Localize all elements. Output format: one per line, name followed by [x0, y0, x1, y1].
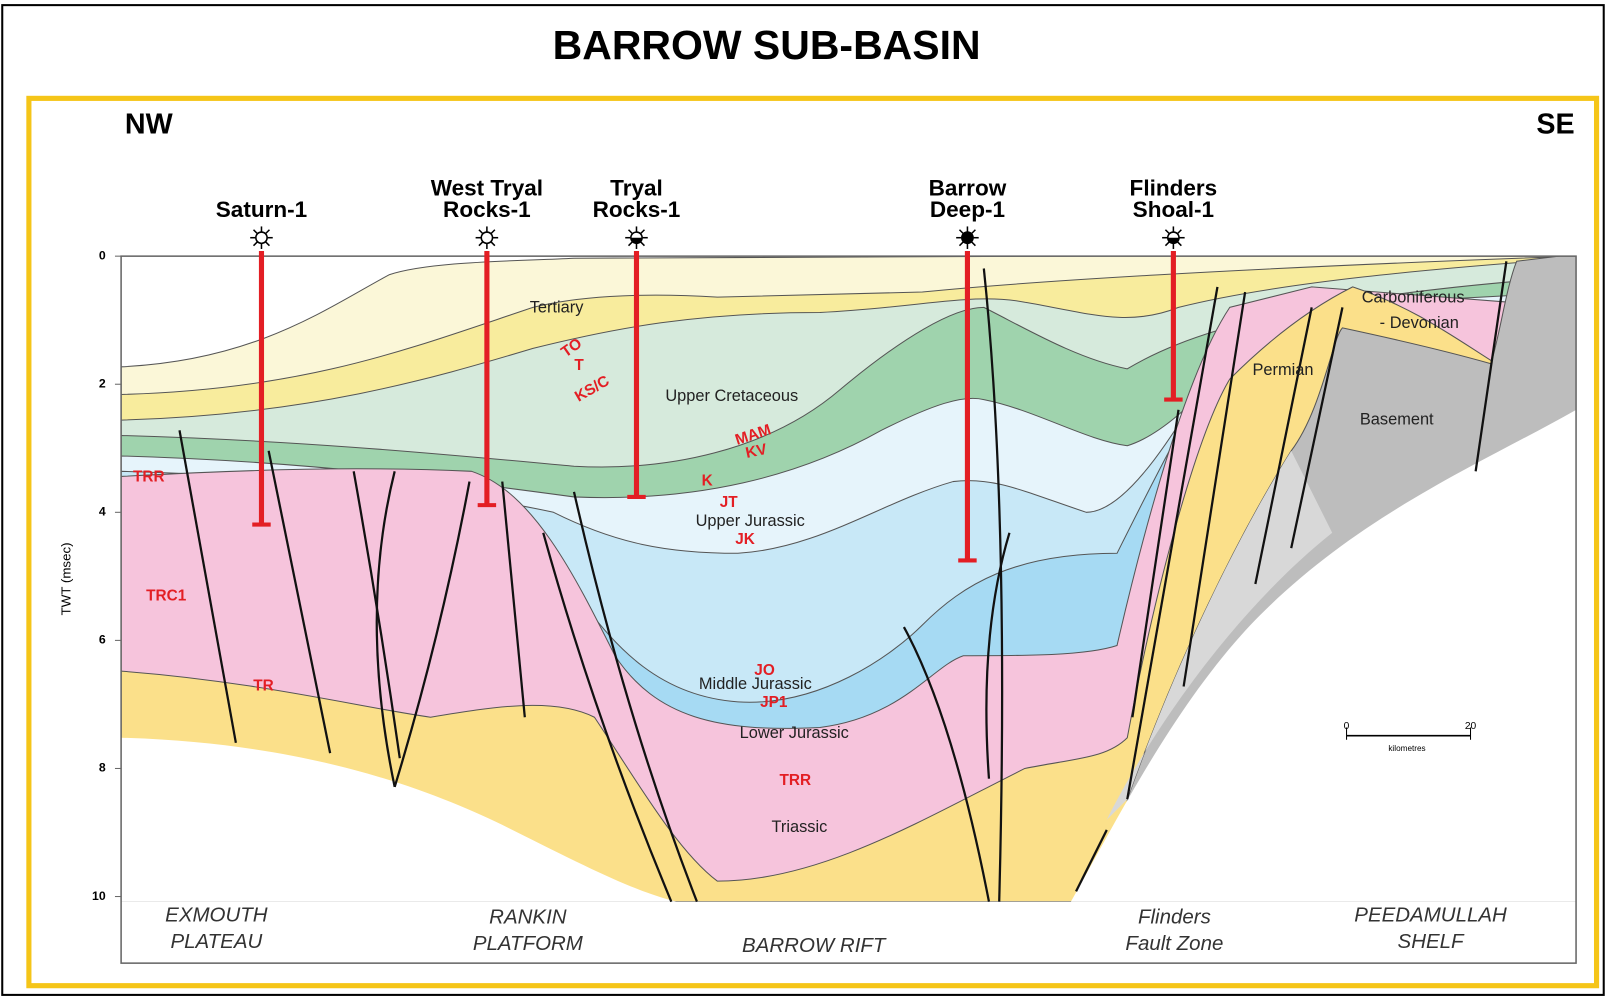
unit-label: Upper Cretaceous: [665, 387, 798, 405]
unit-label: Tertiary: [530, 299, 584, 317]
region-label: EXMOUTH: [165, 903, 268, 926]
horizon-label: TRC1: [146, 587, 187, 604]
tick-label: 8: [99, 761, 106, 775]
well-name: Shoal-1: [1133, 197, 1214, 222]
unit-label: Upper Jurassic: [696, 512, 805, 530]
tick-label: 0: [99, 248, 106, 262]
horizon-label: JP1: [760, 694, 788, 711]
unit-label: Basement: [1360, 410, 1434, 428]
tick-label: 10: [92, 889, 106, 903]
unit-label: - Devonian: [1380, 314, 1459, 332]
page: BARROW SUB-BASIN NW SE: [0, 0, 1607, 999]
scale-unit: kilometres: [1388, 744, 1425, 753]
unit-label: Carboniferous: [1362, 288, 1465, 306]
horizon-label: JK: [735, 531, 755, 548]
horizon-label: JT: [720, 494, 739, 511]
region-label: RANKIN: [489, 905, 567, 928]
unit-label: Triassic: [772, 818, 828, 836]
well-name: Rocks-1: [593, 197, 681, 222]
unit-label: Permian: [1253, 361, 1314, 379]
tick-label: 6: [99, 633, 106, 647]
well-name: Deep-1: [930, 197, 1005, 222]
well-name: Rocks-1: [443, 197, 531, 222]
horizon-label: JO: [754, 662, 775, 679]
region-label: PEEDAMULLAH: [1354, 903, 1507, 926]
well-symbol: [256, 232, 267, 243]
horizon-label: TR: [253, 678, 273, 695]
region-label: Flinders: [1138, 905, 1211, 928]
region-label: PLATEAU: [170, 930, 262, 953]
horizon-label: TRR: [133, 469, 165, 486]
cross-section-figure: BARROW SUB-BASIN NW SE: [0, 0, 1607, 999]
direction-label: SE: [1536, 109, 1574, 141]
well-name: Saturn-1: [216, 197, 307, 222]
axis-label: TWT (msec): [58, 542, 73, 615]
horizon-label: K: [702, 473, 713, 490]
region-label: BARROW RIFT: [742, 934, 887, 957]
tick-label: 2: [99, 376, 106, 390]
title: BARROW SUB-BASIN: [553, 22, 981, 68]
unit-label: Lower Jurassic: [740, 724, 849, 742]
scale-label: 0: [1344, 721, 1350, 732]
well-symbol: [481, 232, 492, 243]
layers: [121, 254, 1576, 963]
well-symbol: [962, 232, 973, 243]
direction-label: NW: [125, 109, 174, 141]
tick-label: 4: [99, 505, 106, 519]
region-label: SHELF: [1398, 930, 1466, 953]
region-label: PLATFORM: [473, 932, 584, 955]
horizon-label: TRR: [780, 772, 812, 789]
region-label: Fault Zone: [1125, 932, 1223, 955]
scale-label: 20: [1465, 721, 1477, 732]
horizon-label: T: [574, 357, 584, 374]
